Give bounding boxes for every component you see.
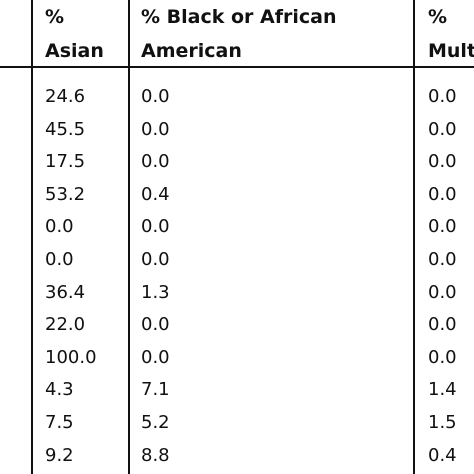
cell-multiracial: 0.0 — [428, 86, 457, 107]
header-mult-line1: % — [428, 6, 448, 28]
cell-multiracial: 1.4 — [428, 379, 457, 401]
cell-black-african-american: 8.8 — [141, 444, 170, 466]
column-divider-2 — [128, 0, 130, 474]
table-row: 36.4 1.3 0.0 — [0, 276, 474, 309]
cell-black-african-american: 0.0 — [141, 151, 170, 173]
cell-black-african-american: 0.4 — [141, 183, 170, 205]
cell-black-african-american: 0.0 — [141, 314, 170, 336]
cell-multiracial: 0.0 — [428, 281, 457, 303]
cell-asian: 53.2 — [45, 183, 86, 205]
cell-asian: 0.0 — [45, 216, 74, 238]
cell-asian: 4.3 — [45, 379, 74, 401]
table-header-row: e % Asian % Black or African American % … — [0, 0, 474, 66]
header-black-line2: American — [141, 40, 242, 62]
cell-multiracial: 0.0 — [428, 346, 457, 368]
table-row: 45.5 0.0 0.0 — [0, 113, 474, 146]
cell-black-african-american: 0.0 — [141, 86, 170, 107]
header-cell-black-african-american: % Black or African American — [141, 0, 336, 68]
column-divider-1 — [31, 0, 33, 474]
cell-multiracial: 0.0 — [428, 314, 457, 336]
cell-asian: 17.5 — [45, 151, 86, 173]
table-row: 7.5 5.2 1.5 — [0, 406, 474, 439]
header-mult-line2: Mult — [428, 40, 474, 62]
cell-black-african-american: 1.3 — [141, 281, 170, 303]
table-row: 24.6 0.0 0.0 — [0, 80, 474, 113]
cell-black-african-american: 7.1 — [141, 379, 170, 401]
table-row: 4.3 7.1 1.4 — [0, 373, 474, 406]
table-row: 17.5 0.0 0.0 — [0, 145, 474, 178]
header-cell-multiracial: % Mult — [428, 0, 474, 68]
cell-multiracial: 0.0 — [428, 249, 457, 270]
cell-black-african-american: 0.0 — [141, 118, 170, 140]
cell-multiracial: 1.5 — [428, 412, 457, 433]
cell-multiracial: 0.0 — [428, 118, 457, 140]
cell-multiracial: 0.0 — [428, 151, 457, 173]
cell-asian: 24.6 — [45, 86, 86, 107]
cell-black-african-american: 5.2 — [141, 412, 170, 433]
table-row: 0.0 0.0 0.0 — [0, 243, 474, 276]
cell-black-african-american: 0.0 — [141, 249, 170, 270]
table-row: 53.2 0.4 0.0 — [0, 178, 474, 211]
table-row: 0.0 0.0 0.0 — [0, 210, 474, 243]
cell-multiracial: 0.0 — [428, 183, 457, 205]
header-black-line1: % Black or African — [141, 6, 337, 28]
header-asian-line2: Asian — [45, 40, 104, 62]
cell-multiracial: 0.0 — [428, 216, 457, 238]
cell-black-african-american: 0.0 — [141, 216, 170, 238]
cell-asian: 7.5 — [45, 412, 74, 433]
cell-asian: 0.0 — [45, 249, 74, 270]
cell-multiracial: 0.4 — [428, 444, 457, 466]
table-row: 22.0 0.0 0.0 — [0, 308, 474, 341]
column-divider-3 — [413, 0, 415, 474]
header-divider — [0, 66, 474, 68]
header-asian-line1: % — [45, 6, 65, 28]
cell-asian: 45.5 — [45, 118, 86, 140]
cell-asian: 9.2 — [45, 444, 74, 466]
cell-asian: 36.4 — [45, 281, 86, 303]
header-cell-asian: % Asian — [45, 0, 104, 68]
table-row: 100.0 0.0 0.0 — [0, 341, 474, 374]
cell-black-african-american: 0.0 — [141, 346, 170, 368]
table-row: 9.2 8.8 0.4 — [0, 439, 474, 472]
cell-asian: 22.0 — [45, 314, 86, 336]
cell-asian: 100.0 — [45, 346, 97, 368]
